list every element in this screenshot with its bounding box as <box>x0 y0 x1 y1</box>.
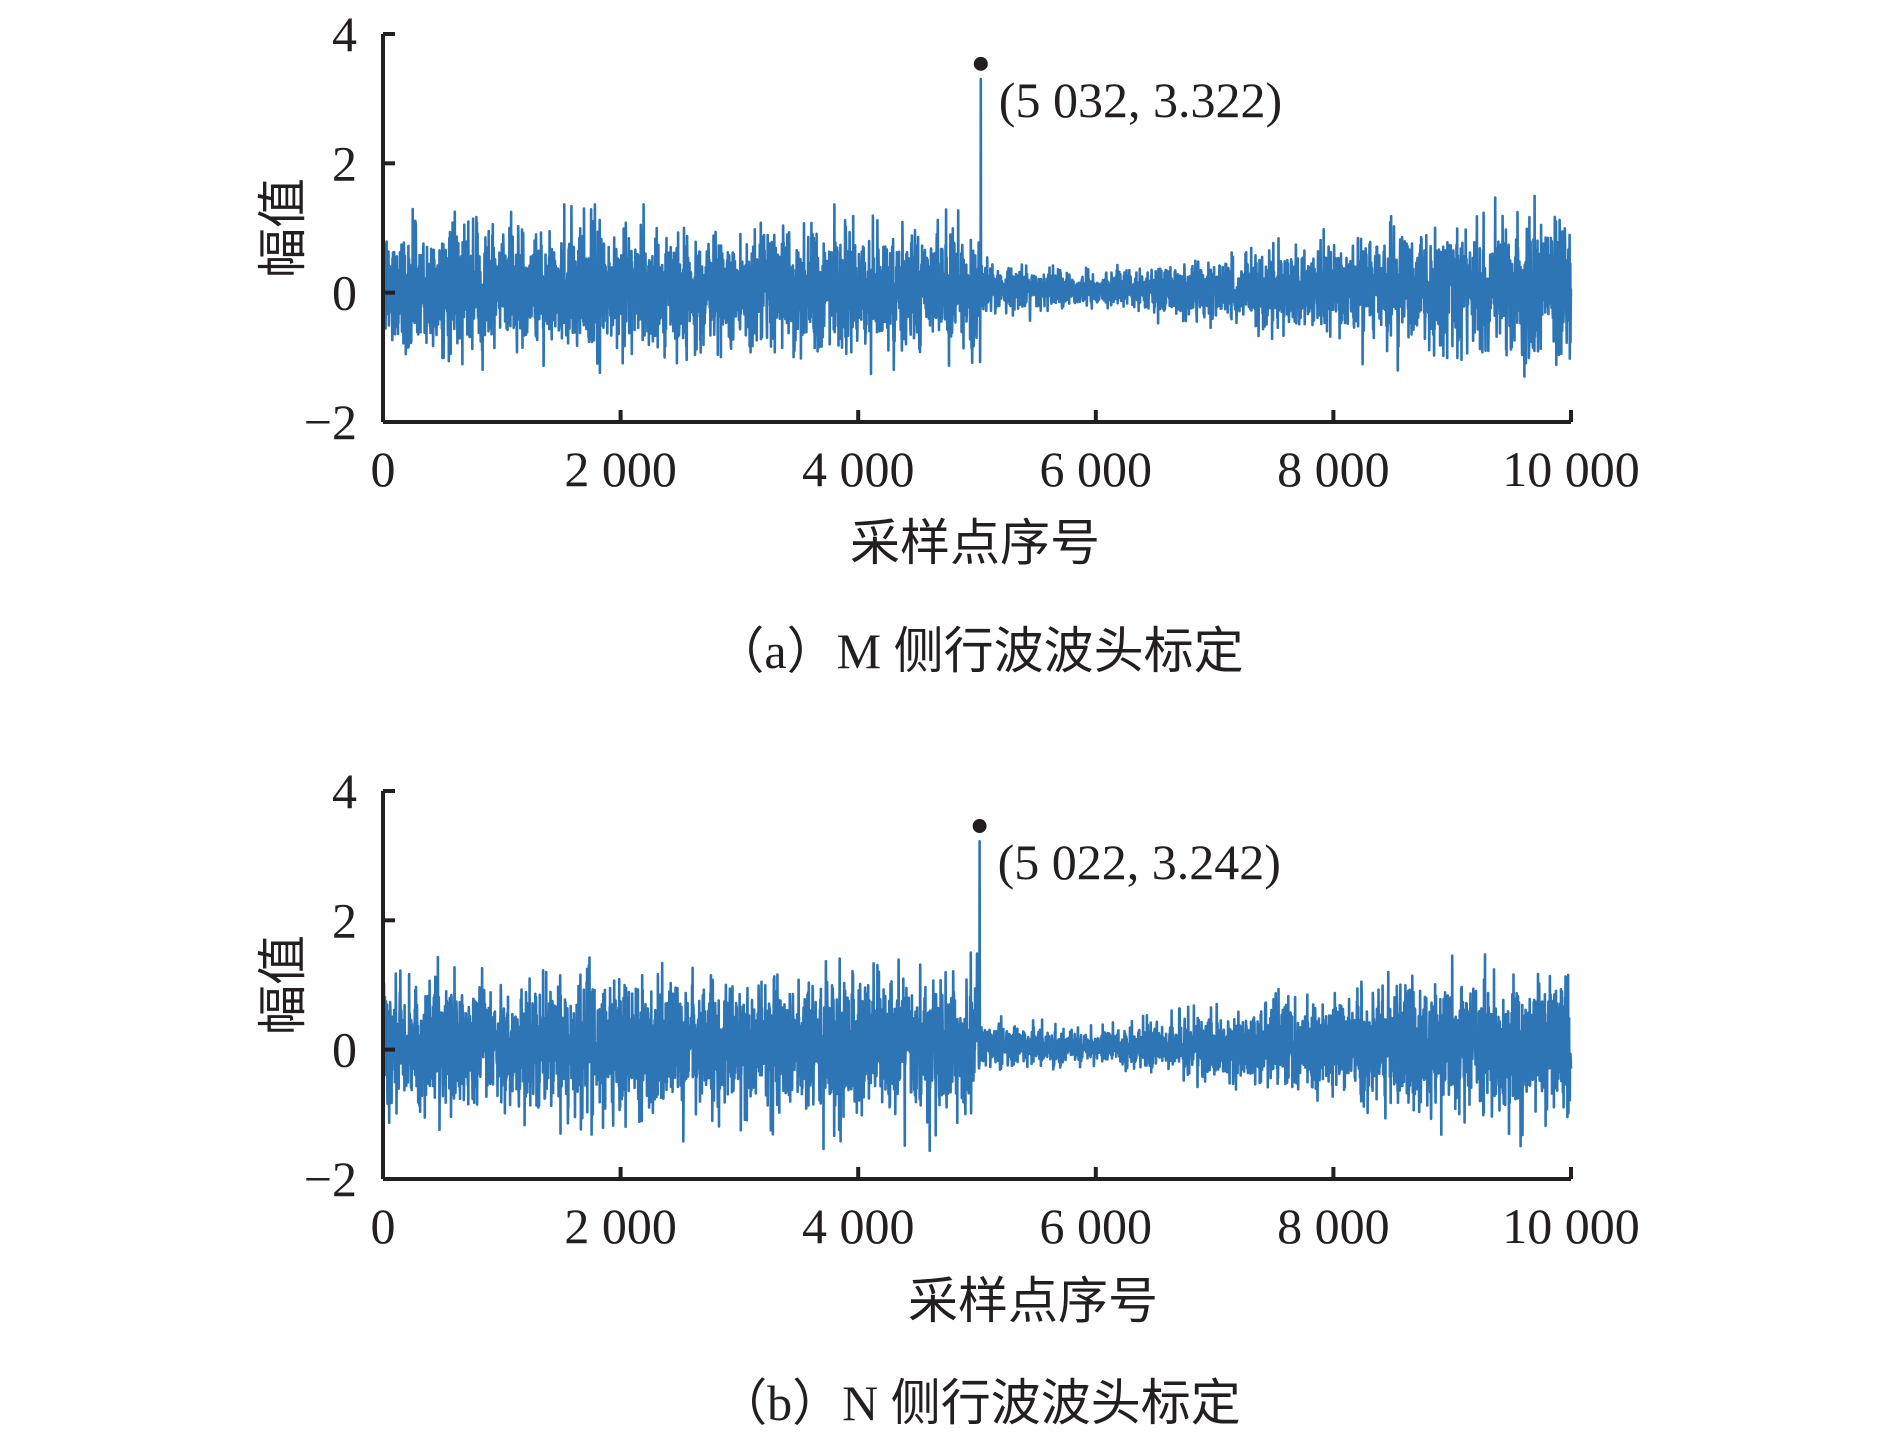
x-tick-label: 2 000 <box>564 1198 677 1254</box>
y-tick-label: 0 <box>332 1022 357 1078</box>
x-tick-label: 6 000 <box>1040 1198 1153 1254</box>
x-tick-label: 10 000 <box>1502 441 1640 497</box>
signal-series-line <box>381 839 1573 1152</box>
x-axis-label: 采样点序号 <box>850 515 1100 571</box>
x-tick-label: 0 <box>371 1198 396 1254</box>
x-tick-label: 6 000 <box>1040 441 1153 497</box>
peak-annotation-label: (5 022, 3.242) <box>998 834 1281 890</box>
x-tick-label: 8 000 <box>1277 441 1390 497</box>
figure-caption: （b）N 侧行波波头标定 <box>717 1375 1241 1431</box>
x-tick-label: 4 000 <box>802 1198 915 1254</box>
y-tick-label: 2 <box>332 892 357 948</box>
peak-annotation-label: (5 032, 3.322) <box>999 72 1282 128</box>
signal-series-line <box>381 77 1573 378</box>
x-tick-label: 0 <box>371 441 396 497</box>
x-tick-label: 8 000 <box>1277 1198 1390 1254</box>
y-tick-label: −2 <box>304 394 357 450</box>
y-tick-label: 4 <box>332 763 357 819</box>
x-axis-label: 采样点序号 <box>908 1273 1158 1329</box>
y-axis-label: 幅值 <box>255 935 311 1035</box>
y-axis-label: 幅值 <box>255 178 311 278</box>
y-tick-label: 4 <box>332 6 357 62</box>
x-tick-label: 10 000 <box>1502 1198 1640 1254</box>
peak-marker <box>972 819 987 834</box>
figure-caption: （a）M 侧行波波头标定 <box>714 623 1243 679</box>
y-tick-label: −2 <box>304 1151 357 1207</box>
peak-marker <box>973 56 988 71</box>
x-tick-label: 2 000 <box>564 441 677 497</box>
y-tick-label: 2 <box>332 135 357 191</box>
x-tick-label: 4 000 <box>802 441 915 497</box>
y-tick-label: 0 <box>332 265 357 321</box>
